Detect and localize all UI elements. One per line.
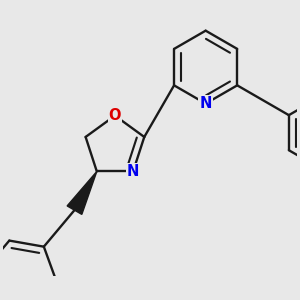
- Text: N: N: [200, 96, 212, 111]
- Text: N: N: [127, 164, 139, 179]
- Polygon shape: [67, 172, 97, 214]
- Text: O: O: [109, 108, 121, 123]
